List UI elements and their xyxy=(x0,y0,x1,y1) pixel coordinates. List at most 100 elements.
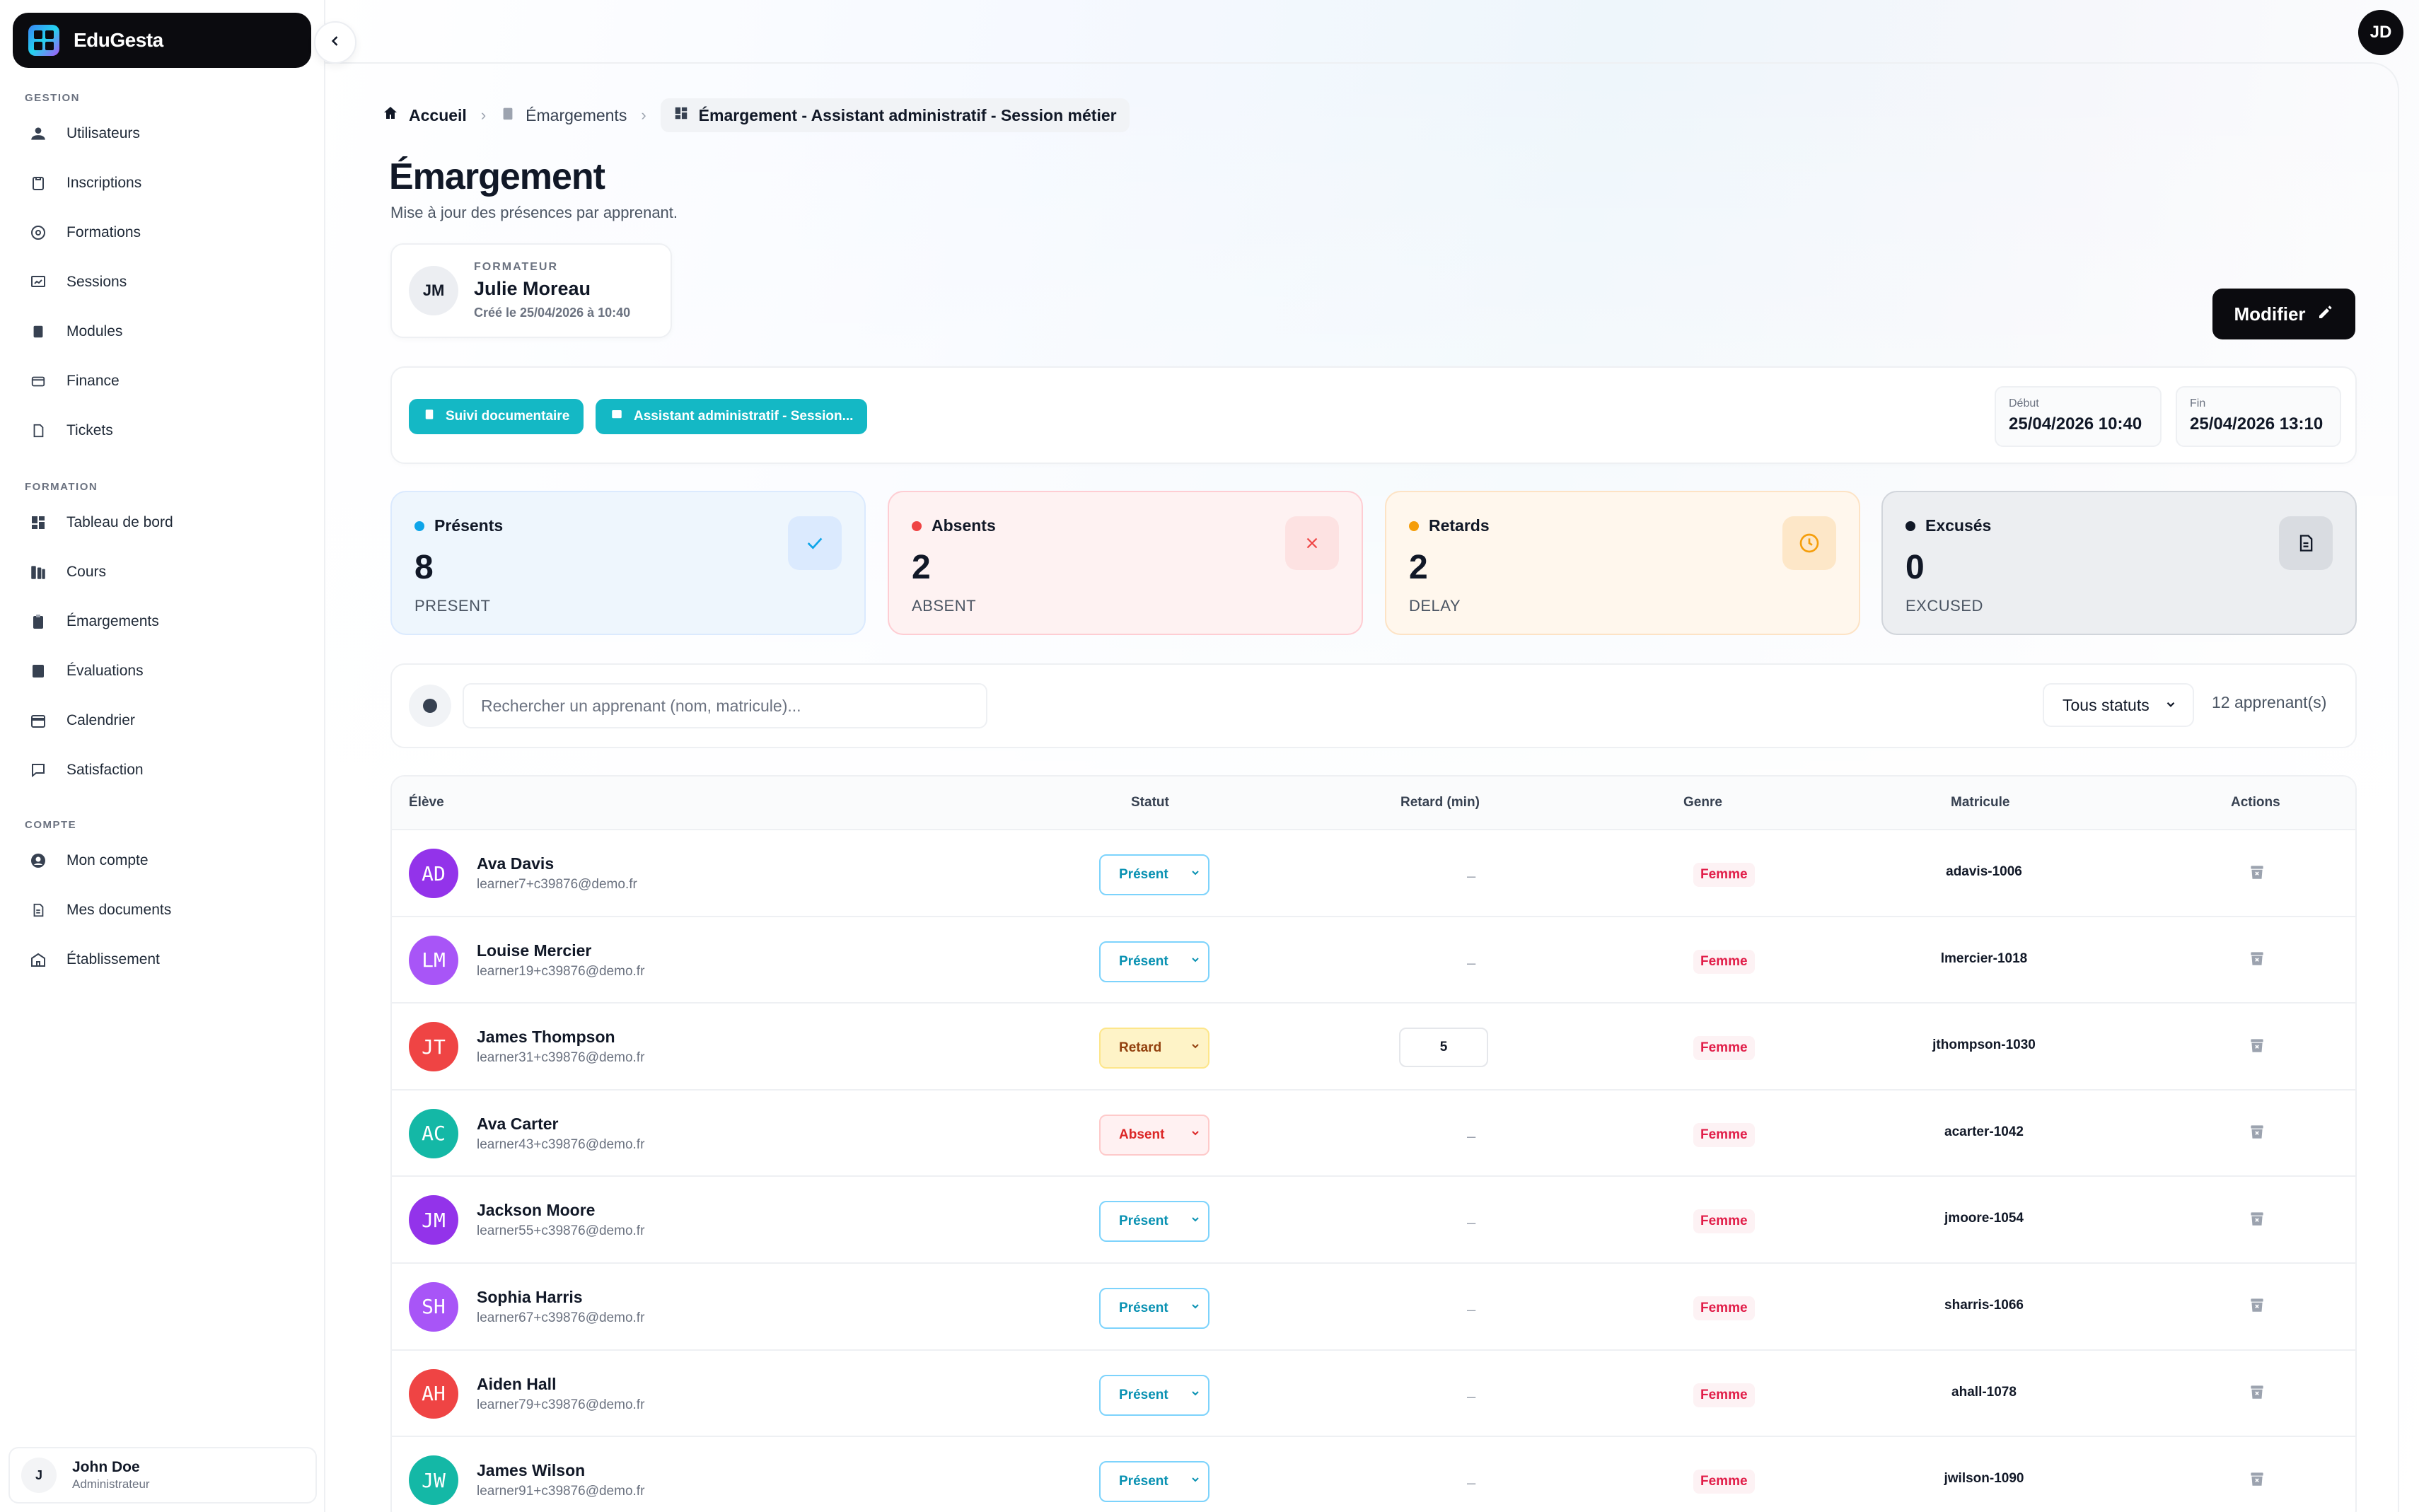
stat-subtitle: EXCUSED xyxy=(1905,597,1983,615)
sidebar-item-label: Mon compte xyxy=(66,852,149,868)
search-input[interactable] xyxy=(463,683,987,728)
matricule: acarter-1042 xyxy=(1944,1124,2024,1139)
filter-toggle-button[interactable] xyxy=(409,685,451,727)
session-info-card: Suivi documentaire Assistant administrat… xyxy=(390,366,2357,464)
sidebar-item-modules[interactable]: Modules xyxy=(28,314,122,349)
column-header-genre[interactable]: Genre xyxy=(1683,795,1722,810)
status-select[interactable]: Présent xyxy=(1099,854,1210,895)
status-filter-select[interactable]: Tous statuts xyxy=(2043,683,2194,727)
stat-value: 8 xyxy=(414,549,434,586)
column-header-matricule[interactable]: Matricule xyxy=(1951,795,2010,810)
start-date-box: Début 25/04/2026 10:40 xyxy=(1995,386,2162,447)
matricule: jwilson-1090 xyxy=(1944,1471,2024,1487)
delete-button[interactable] xyxy=(2245,1208,2269,1232)
sidebar-item-finance[interactable]: Finance xyxy=(28,364,120,399)
stat-title: Excusés xyxy=(1925,516,1992,535)
learner-email: learner31+c39876@demo.fr xyxy=(477,1050,645,1066)
sidebar-item-utilisateurs[interactable]: Utilisateurs xyxy=(28,116,140,151)
delay-empty: – xyxy=(1467,867,1476,885)
stat-title: Retards xyxy=(1429,516,1490,535)
status-select[interactable]: Présent xyxy=(1099,1374,1210,1416)
table-row: LM Louise Mercier learner19+c39876@demo.… xyxy=(392,917,2355,1004)
breadcrumb-home[interactable]: Accueil xyxy=(382,105,467,126)
target-icon xyxy=(28,223,48,243)
sidebar-item-evaluations[interactable]: Évaluations xyxy=(28,653,144,689)
sidebar-item-emargements[interactable]: Émargements xyxy=(28,604,159,639)
sidebar-item-satisfaction[interactable]: Satisfaction xyxy=(28,752,144,788)
column-header-eleve[interactable]: Élève xyxy=(409,795,444,810)
status-select[interactable]: Présent xyxy=(1099,1287,1210,1329)
tag-suivi-documentaire[interactable]: Suivi documentaire xyxy=(409,399,584,434)
learner-name: Louise Mercier xyxy=(477,941,592,960)
sidebar-item-inscriptions[interactable]: Inscriptions xyxy=(28,165,141,201)
sidebar-item-tableau-de-bord[interactable]: Tableau de bord xyxy=(28,505,173,540)
sidebar-item-label: Émargements xyxy=(66,613,159,629)
tag-label: Suivi documentaire xyxy=(446,409,570,424)
file-icon xyxy=(2279,516,2333,570)
section-label-compte: COMPTE xyxy=(25,819,77,831)
sidebar-item-formations[interactable]: Formations xyxy=(28,215,141,250)
delay-input[interactable]: 5 xyxy=(1399,1028,1488,1068)
sidebar-item-label: Finance xyxy=(66,373,120,389)
learner-email: learner55+c39876@demo.fr xyxy=(477,1223,645,1239)
user-avatar-button[interactable]: JD xyxy=(2358,10,2403,55)
delay-empty: – xyxy=(1467,1214,1476,1232)
learner-name: Aiden Hall xyxy=(477,1374,557,1393)
trainer-name: Julie Moreau xyxy=(474,278,591,299)
delete-button[interactable] xyxy=(2245,1382,2269,1406)
status-filter-value: Tous statuts xyxy=(2063,695,2150,714)
status-select[interactable]: Présent xyxy=(1099,941,1210,982)
sidebar-item-mon-compte[interactable]: Mon compte xyxy=(28,843,149,878)
breadcrumb-emargements[interactable]: Émargements xyxy=(500,105,627,126)
record-dot-icon xyxy=(423,699,437,713)
sidebar-item-label: Satisfaction xyxy=(66,762,144,778)
clock-icon xyxy=(1782,516,1836,570)
sidebar-item-mes-documents[interactable]: Mes documents xyxy=(28,892,171,928)
sidebar-item-label: Utilisateurs xyxy=(66,125,140,141)
close-icon xyxy=(1285,516,1339,570)
brand-logo-bar[interactable]: EduGesta xyxy=(13,13,311,68)
learner-email: learner67+c39876@demo.fr xyxy=(477,1310,645,1325)
avatar: SH xyxy=(409,1281,458,1332)
sidebar-item-tickets[interactable]: Tickets xyxy=(28,413,113,448)
column-header-statut[interactable]: Statut xyxy=(1131,795,1169,810)
edit-button[interactable]: Modifier xyxy=(2212,289,2355,339)
delete-button[interactable] xyxy=(2245,1122,2269,1146)
gender-badge: Femme xyxy=(1693,1036,1755,1061)
main-content: JD Accueil › Émargements › Émargement - … xyxy=(325,0,2419,1512)
collapse-sidebar-button[interactable] xyxy=(314,21,356,64)
trainer-label: FORMATEUR xyxy=(474,261,559,273)
sidebar-item-label: Formations xyxy=(66,224,141,240)
table-row: JW James Wilson learner91+c39876@demo.fr… xyxy=(392,1437,2355,1512)
sidebar-item-sessions[interactable]: Sessions xyxy=(28,264,127,300)
delete-button[interactable] xyxy=(2245,1035,2269,1059)
current-user-card[interactable]: J John Doe Administrateur xyxy=(8,1447,317,1504)
status-select[interactable]: Absent xyxy=(1099,1114,1210,1156)
delete-button[interactable] xyxy=(2245,861,2269,885)
status-select[interactable]: Présent xyxy=(1099,1201,1210,1243)
calendar-icon xyxy=(28,711,48,731)
breadcrumb-parent-label: Émargements xyxy=(526,105,627,124)
status-select[interactable]: Présent xyxy=(1099,1461,1210,1503)
column-header-retard[interactable]: Retard (min) xyxy=(1400,795,1480,810)
delay-empty: – xyxy=(1467,1300,1476,1318)
chevron-down-icon xyxy=(1190,867,1201,883)
users-icon xyxy=(28,124,48,144)
status-select[interactable]: Retard xyxy=(1099,1028,1210,1069)
delete-button[interactable] xyxy=(2245,1295,2269,1319)
delete-button[interactable] xyxy=(2245,948,2269,972)
matricule: sharris-1066 xyxy=(1944,1297,2024,1313)
learner-name: James Thompson xyxy=(477,1028,615,1047)
sidebar-item-calendrier[interactable]: Calendrier xyxy=(28,703,135,738)
status-dot xyxy=(414,521,424,531)
sidebar-item-etablissement[interactable]: Établissement xyxy=(28,942,160,977)
clipboard-check-icon xyxy=(28,612,48,632)
dashboard-icon xyxy=(28,513,48,533)
delete-button[interactable] xyxy=(2245,1468,2269,1492)
sidebar-item-label: Cours xyxy=(66,564,107,580)
matricule: ahall-1078 xyxy=(1951,1384,2017,1400)
tag-session[interactable]: Assistant administratif - Session... xyxy=(596,399,868,434)
sidebar: EduGesta GESTION Utilisateurs Inscriptio… xyxy=(0,0,325,1512)
trainer-card: JM FORMATEUR Julie Moreau Créé le 25/04/… xyxy=(390,243,672,338)
sidebar-item-cours[interactable]: Cours xyxy=(28,554,106,590)
